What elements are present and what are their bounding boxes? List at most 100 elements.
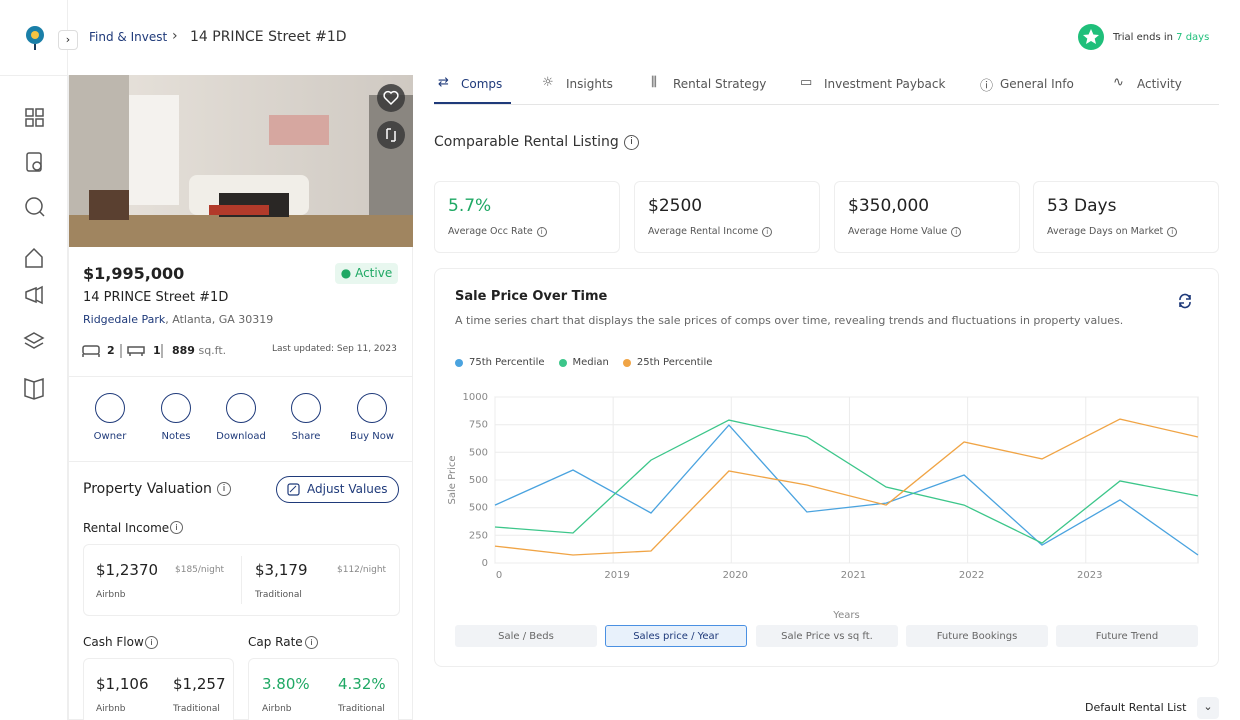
chart-toggle[interactable]: Future Trend: [1056, 625, 1198, 647]
tab[interactable]: Insights: [566, 77, 613, 91]
y-tick-label: 500: [469, 447, 488, 458]
y-tick-label: 0: [482, 558, 488, 569]
stat-value: 53 Days: [1047, 196, 1117, 216]
legend-item[interactable]: Median: [558, 357, 609, 368]
legend-label: 75th Percentile: [469, 357, 545, 368]
chart-toggle[interactable]: Future Bookings: [906, 625, 1048, 647]
chart-toggle[interactable]: Sale / Beds: [455, 625, 597, 647]
action-label[interactable]: Share: [291, 431, 321, 442]
tab-icon[interactable]: ⇄: [438, 75, 449, 90]
neighborhood[interactable]: Ridgedale Park: [83, 313, 166, 326]
stat-value: $2500: [648, 196, 703, 216]
chart-toggle[interactable]: Sales price / Year: [605, 625, 747, 647]
action-label[interactable]: Download: [216, 431, 266, 442]
cash-flow-value: $1,257: [173, 675, 226, 693]
trial-days: 7 days: [1176, 32, 1210, 43]
tab-icon[interactable]: ⓘ: [980, 79, 994, 94]
action-label[interactable]: Notes: [161, 431, 191, 442]
legend: 75th Percentile Median 25th Percentile: [455, 357, 712, 368]
tab-icon[interactable]: ▭: [800, 75, 813, 90]
stat-card: [1033, 181, 1219, 253]
action-button[interactable]: [161, 393, 191, 423]
legend-swatch: [558, 358, 567, 367]
chart-toggle[interactable]: Sale Price vs sq ft.: [756, 625, 898, 647]
stat-label: Average Days on Market i: [1047, 226, 1179, 237]
action-label[interactable]: Buy Now: [349, 431, 395, 442]
action-button[interactable]: [357, 393, 387, 423]
trial-label: Trial ends in: [1113, 32, 1173, 43]
info-icon[interactable]: i: [951, 227, 962, 237]
chart: 0 250 500 500 500 750 1000 0 2019 2020 2021 2022 202…: [447, 392, 1199, 621]
sqft-text: 889 sq.ft.: [172, 344, 226, 357]
y-tick-label: 750: [469, 420, 488, 431]
action-button[interactable]: [95, 393, 125, 423]
refresh-icon[interactable]: [1177, 293, 1193, 309]
info-icon[interactable]: i: [145, 636, 158, 649]
series-line: [494, 424, 1199, 556]
legend-swatch: [622, 358, 631, 367]
stat-value: 5.7%: [448, 196, 492, 216]
info-icon[interactable]: i: [170, 521, 183, 534]
info-icon[interactable]: i: [536, 227, 547, 237]
tab[interactable]: Rental Strategy: [673, 77, 767, 91]
rental-list-label[interactable]: Default Rental List: [1085, 701, 1187, 714]
chart-title: Sale Price Over Time: [455, 289, 608, 304]
cash-flow-value: $1,106: [96, 675, 149, 693]
income-rate: $112/night: [337, 565, 387, 575]
adjust-label[interactable]: Adjust Values: [307, 482, 388, 496]
logo: [26, 26, 44, 50]
action-button[interactable]: [226, 393, 256, 423]
cap-rate-value: 4.32%: [338, 675, 386, 693]
tab[interactable]: Investment Payback: [824, 77, 946, 91]
cash-flow-label: Airbnb: [96, 704, 126, 714]
tab[interactable]: General Info: [1000, 77, 1074, 91]
divider: [69, 461, 412, 462]
nav-icons[interactable]: [22, 105, 48, 400]
tab-icon[interactable]: ☼: [542, 75, 554, 90]
chart-subtitle: A time series chart that displays the sa…: [455, 314, 1124, 327]
cap-rate-value: 3.80%: [262, 675, 310, 693]
tab-rule: [434, 104, 1219, 105]
y-tick-label: 500: [469, 503, 488, 514]
chart-card: [434, 268, 1219, 667]
tab-icon[interactable]: ⫼: [651, 75, 657, 90]
info-icon[interactable]: i: [624, 135, 639, 150]
breadcrumb-separator: ›: [172, 28, 178, 44]
cash-flow-box: [83, 658, 234, 720]
cap-rate-label: Traditional: [338, 704, 385, 714]
tab[interactable]: Comps: [461, 77, 503, 91]
info-icon[interactable]: i: [217, 482, 231, 496]
income-value: $1,2370: [96, 561, 159, 579]
cash-flow-label: Traditional: [173, 704, 220, 714]
x-tick-label: 2019: [604, 570, 629, 581]
updated: Last updated: Sep 11, 2023: [272, 344, 397, 354]
info-icon[interactable]: i: [305, 636, 318, 649]
divider: [241, 556, 242, 604]
adjust-button[interactable]: Adjust Values: [276, 476, 399, 503]
breadcrumb-link[interactable]: Find & Invest: [89, 30, 168, 44]
info-icon[interactable]: i: [1167, 227, 1178, 237]
tab-underline: [434, 102, 511, 104]
x-tick-label: 0: [496, 570, 502, 581]
x-tick-label: 2022: [959, 570, 984, 581]
cap-rate-box: [248, 658, 399, 720]
divider: [0, 75, 68, 76]
info-icon[interactable]: i: [762, 227, 773, 237]
action-label[interactable]: Owner: [93, 431, 127, 442]
legend-item[interactable]: 25th Percentile: [622, 357, 712, 368]
address: 14 PRINCE Street #1D: [83, 290, 229, 305]
dropdown-toggle[interactable]: ⌄: [1197, 697, 1219, 719]
tab[interactable]: Activity: [1137, 77, 1182, 91]
cap-rate-label: Airbnb: [262, 704, 292, 714]
photo-actions[interactable]: [376, 83, 406, 151]
sidebar: [0, 0, 68, 720]
legend-swatch: [455, 358, 463, 367]
legend-item[interactable]: 75th Percentile: [455, 357, 545, 368]
breadcrumb-current: 14 PRINCE Street #1D: [190, 29, 347, 45]
collapse-button[interactable]: ›: [58, 30, 78, 50]
city: , Atlanta, GA 30319: [165, 313, 274, 326]
status: Active: [355, 266, 393, 280]
tab-icon[interactable]: ∿: [1113, 75, 1124, 90]
action-button[interactable]: [291, 393, 321, 423]
baths: 1: [153, 344, 161, 357]
